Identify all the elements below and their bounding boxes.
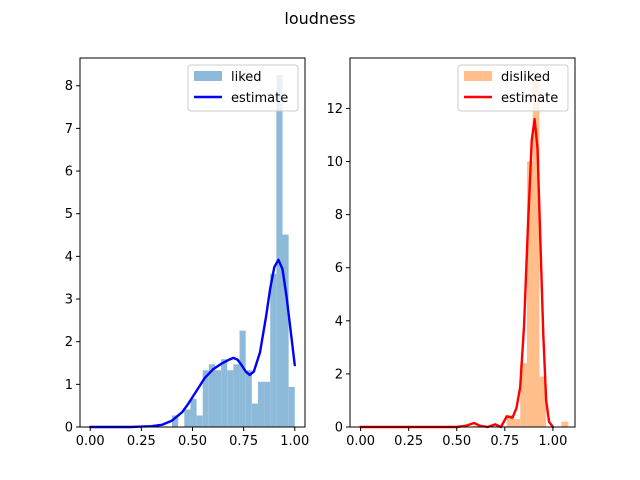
histogram-bar (513, 419, 521, 427)
histogram-bar (233, 364, 240, 427)
y-tick-label: 1 (65, 378, 73, 393)
x-tick-label: 0.50 (442, 434, 471, 449)
legend-label: estimate (231, 91, 288, 106)
estimate-line (89, 258, 296, 429)
axes-frame (349, 57, 576, 428)
histogram-bar (184, 409, 191, 427)
histogram-bar (539, 376, 547, 427)
y-tick-label: 4 (65, 250, 73, 265)
histogram-bar (245, 370, 252, 427)
legend: disliked estimate (457, 64, 569, 112)
x-tick-label: 0.25 (127, 434, 156, 449)
y-tick-label: 8 (335, 208, 343, 223)
x-tick-label: 0.00 (346, 434, 375, 449)
x-tick-label: 0.75 (490, 434, 519, 449)
y-tick-label: 2 (335, 367, 343, 382)
y-tick-label: 6 (335, 261, 343, 276)
histogram-bar (190, 398, 197, 427)
y-tick-label: 6 (65, 165, 73, 180)
y-tick-label: 2 (65, 335, 73, 350)
legend-label: estimate (501, 91, 558, 106)
histogram-bar (532, 76, 540, 427)
y-tick-label: 12 (326, 102, 343, 117)
histogram-bar (270, 273, 277, 427)
histogram-bar (251, 403, 258, 427)
y-tick-label: 3 (65, 293, 73, 308)
histogram-bar (196, 415, 203, 427)
y-tick-label: 0 (335, 421, 343, 436)
legend: liked estimate (187, 64, 299, 112)
histogram-bar (526, 161, 534, 427)
histogram-bar (202, 370, 209, 427)
x-tick-label: 0.50 (178, 434, 207, 449)
histogram-bar (227, 370, 234, 427)
y-tick-label: 5 (65, 207, 73, 222)
histogram-bar (288, 386, 295, 427)
histogram-bar (172, 415, 179, 427)
x-tick-label: 0.75 (229, 434, 258, 449)
histogram-bar (221, 359, 228, 427)
figure-title: loudness (284, 9, 355, 28)
y-tick-label: 8 (65, 79, 73, 94)
legend-label: disliked (501, 70, 550, 85)
x-tick-label: 1.00 (538, 434, 567, 449)
histogram-bar (257, 381, 265, 427)
histogram-bar (215, 370, 222, 427)
right-panel: 0.00 0.25 0.50 0.75 1.00 0 2 4 6 8 10 12 disliked est… (326, 57, 576, 449)
y-tick-label: 7 (65, 122, 73, 137)
y-tick-label: 10 (326, 155, 343, 170)
x-tick-label: 1.00 (280, 434, 309, 449)
histogram-bar (506, 415, 514, 427)
histogram-bar (282, 234, 289, 427)
histogram-bar (239, 330, 246, 427)
left-panel: 0.00 0.25 0.50 0.75 1.00 0 1 2 3 4 5 6 7 8 liked estima… (65, 57, 309, 449)
estimate-line (359, 117, 555, 429)
legend-swatch-histogram (464, 71, 492, 81)
histogram-bar (520, 363, 527, 427)
histogram-bar (561, 421, 569, 427)
legend-swatch-histogram (194, 71, 222, 81)
x-tick-label: 0.25 (394, 434, 423, 449)
y-tick-label: 4 (335, 314, 343, 329)
y-tick-label: 0 (65, 421, 73, 436)
x-tick-label: 0.00 (76, 434, 105, 449)
histogram-bar (276, 75, 283, 427)
legend-label: liked (231, 70, 262, 85)
histogram-bar (264, 381, 271, 427)
histogram-bar (473, 425, 480, 427)
histogram-bar (208, 364, 215, 427)
